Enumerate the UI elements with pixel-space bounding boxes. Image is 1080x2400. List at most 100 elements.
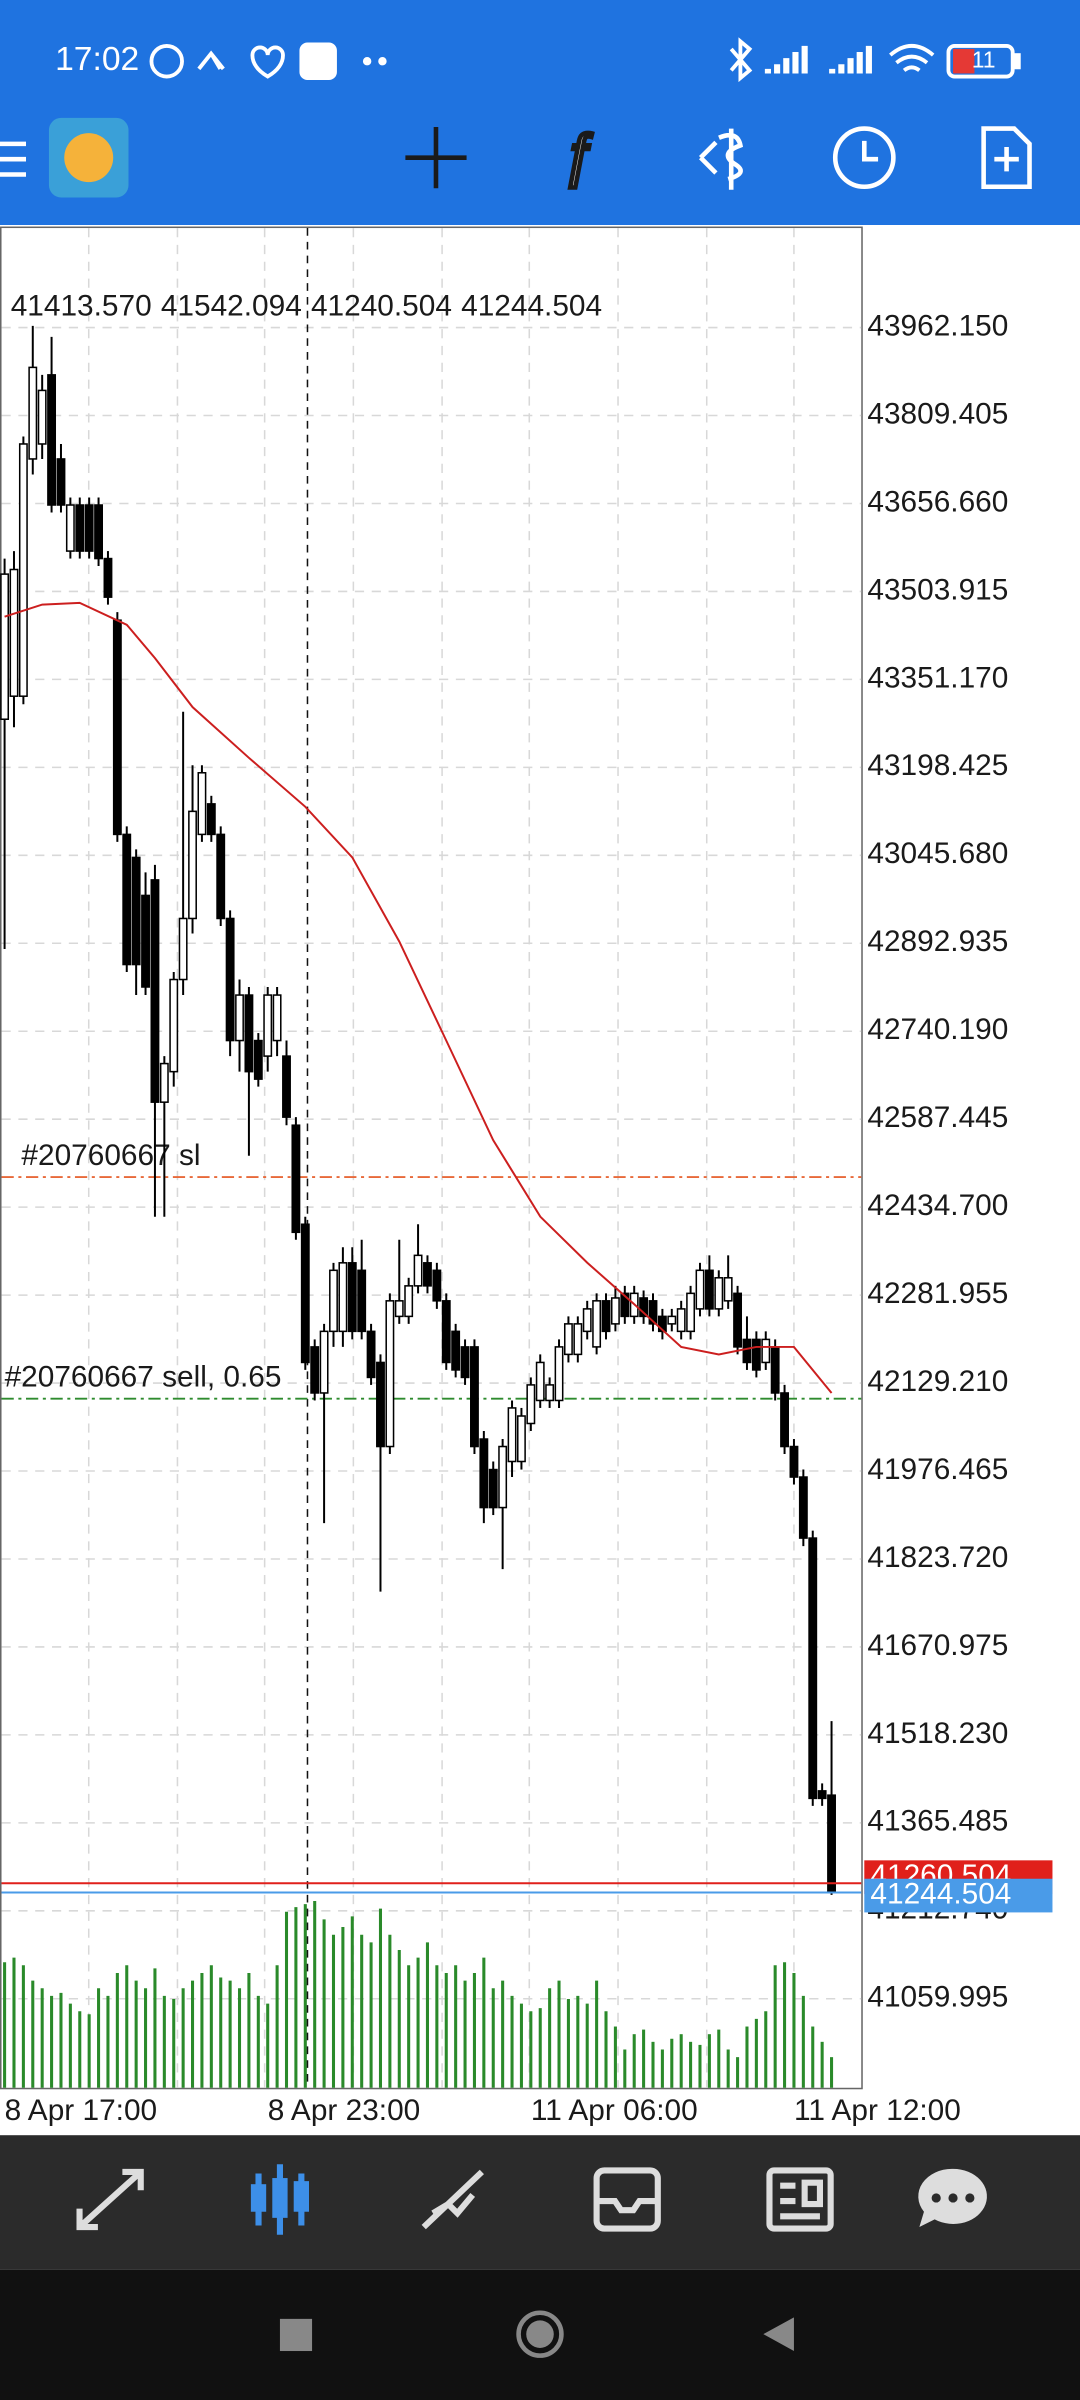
candle-body bbox=[620, 1292, 630, 1318]
candle-body bbox=[704, 1269, 714, 1310]
candle-body bbox=[742, 1338, 752, 1364]
y-tick-label: 41365.485 bbox=[867, 1805, 1008, 1838]
candle-body bbox=[319, 1330, 329, 1394]
candle-body bbox=[18, 443, 28, 697]
candle-body bbox=[761, 1338, 771, 1364]
candle-body bbox=[526, 1384, 536, 1425]
candle-body bbox=[657, 1315, 667, 1333]
candle-body bbox=[169, 978, 179, 1073]
candle-body bbox=[244, 994, 254, 1073]
recent-apps-button[interactable] bbox=[279, 2318, 313, 2352]
candle-body bbox=[291, 1124, 301, 1234]
y-tick-label: 41518.230 bbox=[867, 1717, 1008, 1750]
home-button[interactable] bbox=[516, 2310, 564, 2358]
candle-body bbox=[47, 374, 57, 506]
candle-body bbox=[329, 1269, 338, 1333]
candle-body bbox=[394, 1300, 404, 1318]
candle-body bbox=[56, 458, 66, 506]
candle-body bbox=[206, 803, 216, 836]
candle-body bbox=[253, 1039, 263, 1080]
bottom-nav[interactable] bbox=[0, 2135, 1080, 2270]
status-time: 17:02 bbox=[55, 41, 139, 78]
candle-body bbox=[338, 1262, 348, 1333]
candle-body bbox=[150, 879, 160, 1103]
candle-body bbox=[94, 504, 103, 560]
candle-body bbox=[648, 1300, 658, 1325]
candle-body bbox=[65, 504, 75, 552]
candle-body bbox=[733, 1292, 743, 1348]
y-tick-label: 43045.680 bbox=[867, 837, 1008, 870]
candle-body bbox=[385, 1300, 395, 1448]
status-icons bbox=[149, 37, 1021, 83]
candle-body bbox=[451, 1330, 461, 1371]
x-tick-label: 11 Apr 12:00 bbox=[794, 2094, 961, 2127]
candle-body bbox=[798, 1476, 808, 1539]
candle-body bbox=[235, 994, 244, 1042]
candle-body bbox=[517, 1415, 526, 1463]
candle-body bbox=[610, 1297, 620, 1325]
ohlc-value: 41542.094 bbox=[161, 290, 302, 323]
chart-frame bbox=[0, 226, 863, 2090]
order-label: #20760667 sl bbox=[21, 1139, 200, 1172]
toolbar[interactable]: ƒ bbox=[0, 117, 1032, 198]
x-tick-label: 11 Apr 06:00 bbox=[531, 2094, 698, 2127]
candle-body bbox=[563, 1323, 573, 1356]
candle-body bbox=[470, 1346, 479, 1448]
y-tick-label: 43198.425 bbox=[867, 749, 1008, 782]
candle-body bbox=[789, 1445, 799, 1478]
candle-body bbox=[827, 1794, 836, 1894]
y-tick-label: 42281.955 bbox=[867, 1277, 1008, 1310]
candle-body bbox=[751, 1338, 761, 1371]
candle-body bbox=[75, 504, 85, 552]
candle-body bbox=[686, 1292, 696, 1333]
candle-body bbox=[37, 389, 47, 445]
y-tick-label: 41823.720 bbox=[867, 1541, 1008, 1574]
candle-body bbox=[413, 1254, 423, 1287]
y-tick-label: 42740.190 bbox=[867, 1013, 1008, 1046]
candle-body bbox=[131, 856, 141, 966]
x-tick-label: 8 Apr 17:00 bbox=[5, 2094, 158, 2127]
x-tick-label: 8 Apr 23:00 bbox=[268, 2094, 421, 2127]
candle-body bbox=[535, 1361, 545, 1402]
candle-body bbox=[554, 1346, 564, 1402]
candle-body bbox=[366, 1330, 376, 1379]
candle-body bbox=[263, 994, 273, 1057]
y-tick-label: 43351.170 bbox=[867, 661, 1008, 694]
candle-body bbox=[479, 1438, 489, 1509]
candle-body bbox=[178, 917, 188, 981]
y-tick-label: 42892.935 bbox=[867, 925, 1008, 958]
candle-body bbox=[441, 1300, 451, 1364]
order-label: #20760667 sell, 0.65 bbox=[5, 1361, 282, 1394]
price-label: 41244.504 bbox=[870, 1877, 1011, 1910]
candle-body bbox=[0, 573, 10, 720]
y-tick-label: 42587.445 bbox=[867, 1101, 1008, 1134]
candle-body bbox=[432, 1269, 442, 1302]
candle-body bbox=[404, 1285, 414, 1318]
ohlc-header: 41413.570 41542.094 41240.504 41244.504 bbox=[11, 290, 602, 323]
candle-body bbox=[676, 1308, 686, 1333]
candle-body bbox=[225, 917, 235, 1042]
bottom-nav-icons[interactable] bbox=[76, 2164, 987, 2235]
candle-body bbox=[545, 1384, 555, 1402]
y-tick-label: 43503.915 bbox=[867, 573, 1008, 606]
candle-body bbox=[582, 1308, 592, 1333]
candle-body bbox=[112, 619, 122, 836]
candle-body bbox=[780, 1392, 789, 1448]
candle-body bbox=[808, 1537, 818, 1800]
candle-body bbox=[695, 1269, 705, 1310]
y-tick-label: 41059.995 bbox=[867, 1981, 1008, 2014]
candle-body bbox=[272, 994, 282, 1042]
y-tick-label: 41670.975 bbox=[867, 1629, 1008, 1662]
y-tick-label: 43809.405 bbox=[867, 397, 1008, 430]
candle-body bbox=[723, 1277, 733, 1302]
candle-body bbox=[188, 810, 197, 920]
candle-body bbox=[122, 833, 132, 966]
ohlc-value: 41413.570 bbox=[11, 290, 152, 323]
y-tick-label: 41976.465 bbox=[867, 1453, 1008, 1486]
chart: #20760667 sl #20760667 sell, 0.65 41413.57… bbox=[0, 226, 863, 2090]
candle-body bbox=[488, 1468, 498, 1509]
candle-body bbox=[159, 1062, 169, 1103]
candle-body bbox=[714, 1277, 724, 1310]
back-button[interactable] bbox=[763, 2317, 794, 2352]
